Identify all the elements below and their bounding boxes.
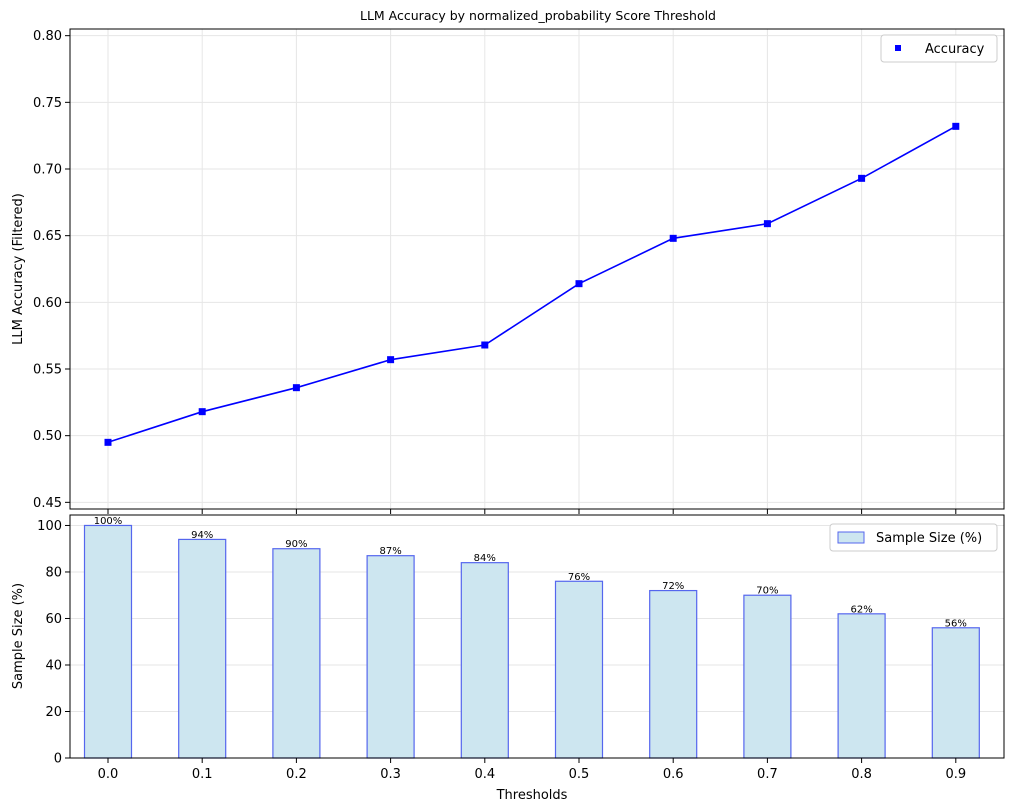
sample-size-x-tick-label: 0.5 — [569, 767, 590, 782]
sample-size-data-label: 94% — [191, 530, 213, 541]
accuracy-y-tick-label: 0.55 — [33, 363, 62, 378]
accuracy-point — [292, 384, 300, 392]
accuracy-chart-title: LLM Accuracy by normalized_probability S… — [360, 8, 716, 23]
sample-size-data-label: 84% — [474, 553, 496, 564]
accuracy-y-tick-label: 0.45 — [33, 496, 62, 511]
sample-size-x-tick-label: 0.4 — [474, 767, 495, 782]
accuracy-y-tick-label: 0.80 — [33, 29, 62, 44]
sample-size-data-label: 100% — [94, 516, 123, 527]
accuracy-series-line — [107, 125, 957, 444]
sample-size-x-tick-label: 0.2 — [286, 767, 307, 782]
sample-size-data-labels: 100% 94% 90% 87% 84% 76% 72% 70% 62% 56% — [94, 516, 967, 629]
sample-size-bar — [931, 627, 980, 759]
sample-size-y-tick-label: 40 — [45, 658, 62, 673]
sample-size-x-axis-label: Thresholds — [496, 788, 568, 803]
sample-size-data-label: 62% — [850, 604, 872, 615]
sample-size-x-tick-label: 0.3 — [380, 767, 401, 782]
sample-size-y-tick-label: 60 — [45, 612, 62, 627]
sample-size-x-tick-label: 0.1 — [192, 767, 213, 782]
sample-size-plot-frame — [69, 514, 1005, 759]
accuracy-y-tick-label: 0.70 — [33, 163, 62, 178]
sample-size-x-tick-label: 0.6 — [663, 767, 684, 782]
accuracy-point — [575, 280, 583, 288]
sample-size-x-tick-label: 0.0 — [98, 767, 119, 782]
accuracy-point — [387, 356, 395, 364]
accuracy-y-tick-label: 0.50 — [33, 429, 62, 444]
sample-size-bar — [837, 613, 886, 759]
sample-size-y-axis-label: Sample Size (%) — [11, 583, 26, 689]
sample-size-x-tick-label: 0.7 — [757, 767, 778, 782]
sample-size-bar — [649, 589, 698, 759]
sample-size-bar — [460, 562, 509, 759]
sample-size-x-ticks: 0.0 0.1 0.2 0.3 0.4 0.5 0.6 0.7 0.8 0.9 — [98, 758, 966, 782]
sample-size-y-tick-label: 100 — [37, 519, 62, 534]
sample-size-bar — [178, 538, 227, 759]
accuracy-legend: Accuracy — [880, 34, 998, 63]
sample-size-legend-box — [829, 523, 998, 552]
sample-size-y-tick-label: 20 — [45, 705, 62, 720]
accuracy-point — [858, 174, 866, 182]
sample-size-data-label: 87% — [379, 546, 401, 557]
sample-size-y-tick-label: 0 — [54, 752, 62, 767]
accuracy-point — [104, 438, 112, 446]
sample-size-x-tick-label: 0.9 — [945, 767, 966, 782]
sample-size-data-label: 56% — [945, 618, 967, 629]
sample-size-data-label: 76% — [568, 572, 590, 583]
sample-size-bar — [83, 524, 133, 759]
sample-size-data-label: 70% — [756, 586, 778, 597]
accuracy-legend-box — [880, 34, 998, 63]
accuracy-y-tick-label: 0.75 — [33, 96, 62, 111]
sample-size-bar — [366, 555, 415, 759]
accuracy-y-ticks: 0.45 0.50 0.55 0.60 0.65 0.70 0.75 0.80 — [33, 29, 70, 511]
sample-size-y-tick-label: 80 — [45, 565, 62, 580]
accuracy-plot-frame — [69, 28, 1005, 510]
accuracy-point — [198, 408, 206, 416]
sample-size-chart: 100% 94% 90% 87% 84% 76% 72% 70% 62% 56% 0 20 40 60 8… — [11, 514, 1005, 803]
accuracy-point — [952, 122, 960, 130]
sample-size-bar — [554, 580, 604, 759]
accuracy-x-ticks — [107, 509, 957, 514]
sample-size-bars — [83, 524, 980, 759]
accuracy-points — [104, 122, 960, 446]
accuracy-y-tick-label: 0.60 — [33, 296, 62, 311]
accuracy-point — [481, 341, 489, 349]
accuracy-grid — [70, 29, 1004, 509]
sample-size-data-label: 90% — [285, 539, 307, 550]
sample-size-legend: Sample Size (%) — [829, 523, 998, 552]
sample-size-legend-label: Sample Size (%) — [876, 531, 982, 546]
sample-size-legend-swatch — [837, 531, 865, 544]
sample-size-bar — [272, 548, 321, 759]
sample-size-y-ticks: 0 20 40 60 80 100 — [37, 519, 70, 767]
sample-size-x-tick-label: 0.8 — [851, 767, 872, 782]
accuracy-point — [763, 220, 771, 228]
sample-size-bar — [743, 594, 792, 759]
accuracy-y-tick-label: 0.65 — [33, 229, 62, 244]
accuracy-chart: LLM Accuracy by normalized_probability S… — [11, 8, 1005, 514]
accuracy-legend-label: Accuracy — [925, 42, 985, 57]
accuracy-point — [669, 234, 677, 242]
accuracy-y-axis-label: LLM Accuracy (Filtered) — [11, 193, 26, 345]
accuracy-line — [107, 125, 957, 444]
accuracy-legend-marker — [895, 45, 901, 51]
sample-size-data-label: 72% — [662, 581, 684, 592]
